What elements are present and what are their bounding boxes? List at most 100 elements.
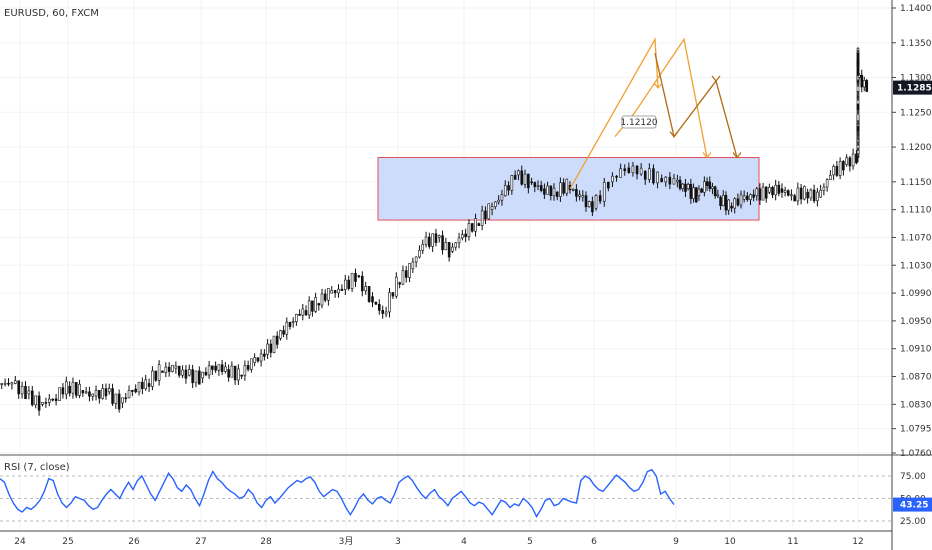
- candle-body: [716, 194, 720, 197]
- candle-body: [555, 191, 559, 197]
- candle-body: [697, 188, 701, 197]
- candle-body: [845, 157, 848, 165]
- time-tick-label: 6: [591, 537, 597, 547]
- candle-body: [500, 194, 504, 201]
- candle-body: [461, 234, 464, 239]
- candle-body: [672, 178, 676, 185]
- candle-body: [134, 388, 137, 393]
- candle-body: [3, 382, 7, 385]
- candle-body: [783, 190, 787, 193]
- candle-body: [7, 382, 10, 385]
- candle-body: [272, 335, 276, 353]
- candle-body: [513, 175, 517, 180]
- candle-body: [865, 80, 869, 92]
- candle-body: [594, 195, 598, 209]
- candle-body: [746, 195, 749, 200]
- candle-body: [648, 168, 651, 180]
- candle-body: [44, 402, 48, 404]
- candle-body: [530, 181, 533, 184]
- candle-body: [164, 366, 168, 373]
- candle-body: [275, 335, 279, 345]
- candle-body: [88, 391, 91, 397]
- candle-series: [0, 47, 869, 416]
- price-tick-label: 1.11100: [900, 206, 932, 216]
- candle-body: [523, 173, 527, 185]
- candle-body: [181, 369, 184, 376]
- candle-body: [676, 179, 679, 183]
- candle-body: [364, 286, 368, 292]
- candle-body: [587, 201, 591, 208]
- candle-body: [503, 185, 507, 197]
- candle-body: [117, 393, 121, 410]
- candle-body: [237, 368, 240, 381]
- candle-body: [41, 402, 44, 405]
- candle-body: [686, 183, 690, 190]
- candle-body: [34, 395, 38, 406]
- candle-body: [703, 181, 706, 193]
- candle-body: [65, 381, 68, 395]
- annotation-label: 1.12120: [620, 118, 657, 128]
- candle-body: [536, 185, 540, 187]
- candle-body: [411, 261, 415, 270]
- candle-body: [354, 272, 357, 282]
- candle-body: [377, 303, 381, 311]
- candle-body: [484, 210, 487, 220]
- candle-body: [631, 165, 635, 173]
- candle-body: [114, 393, 118, 404]
- candle-body: [708, 181, 712, 189]
- time-tick-label: 24: [14, 537, 26, 547]
- candle-body: [615, 175, 618, 178]
- price-tick-label: 1.09100: [900, 345, 932, 355]
- time-tick-label: 12: [852, 537, 863, 547]
- time-tick-label: 5: [527, 537, 533, 547]
- time-tick-label: 9: [673, 537, 679, 547]
- candle-body: [71, 382, 75, 394]
- candle-body: [424, 236, 428, 245]
- candle-body: [507, 185, 510, 191]
- candle-body: [742, 195, 746, 200]
- candle-body: [220, 364, 224, 372]
- candle-body: [656, 171, 659, 184]
- candle-body: [137, 381, 141, 393]
- candle-body: [533, 182, 537, 187]
- candle-body: [47, 398, 51, 403]
- candle-body: [692, 187, 695, 199]
- candle-body: [812, 189, 816, 202]
- candle-body: [437, 235, 441, 238]
- candle-body: [151, 370, 154, 387]
- candle-body: [374, 301, 378, 305]
- candle-body: [330, 290, 334, 294]
- candle-body: [20, 385, 24, 395]
- price-tick-label: 1.08700: [900, 373, 932, 383]
- candle-body: [480, 210, 484, 226]
- candle-body: [74, 382, 78, 396]
- candle-body: [204, 371, 208, 376]
- candle-body: [660, 178, 663, 183]
- candle-body: [678, 179, 682, 189]
- candle-body: [141, 381, 144, 389]
- candle-body: [78, 384, 81, 396]
- candle-body: [184, 369, 188, 379]
- candle-body: [705, 181, 709, 186]
- candle-body: [517, 170, 520, 176]
- price-tick-label: 1.09900: [900, 289, 932, 299]
- candle-body: [796, 187, 800, 202]
- time-tick-label: 28: [260, 537, 272, 547]
- candle-body: [619, 168, 622, 178]
- candle-body: [733, 198, 737, 209]
- candle-body: [198, 370, 201, 385]
- projection-up-1: [569, 37, 659, 190]
- candle-body: [401, 270, 405, 285]
- candle-body: [357, 275, 361, 277]
- candle-body: [233, 365, 237, 381]
- candle-body: [398, 282, 401, 285]
- price-tick-label: 1.13000: [900, 74, 932, 84]
- candle-body: [652, 168, 655, 184]
- candle-body: [664, 176, 668, 183]
- candle-body: [167, 366, 171, 372]
- projection-down: [654, 53, 738, 158]
- candle-body: [431, 233, 434, 247]
- candle-body: [288, 321, 292, 327]
